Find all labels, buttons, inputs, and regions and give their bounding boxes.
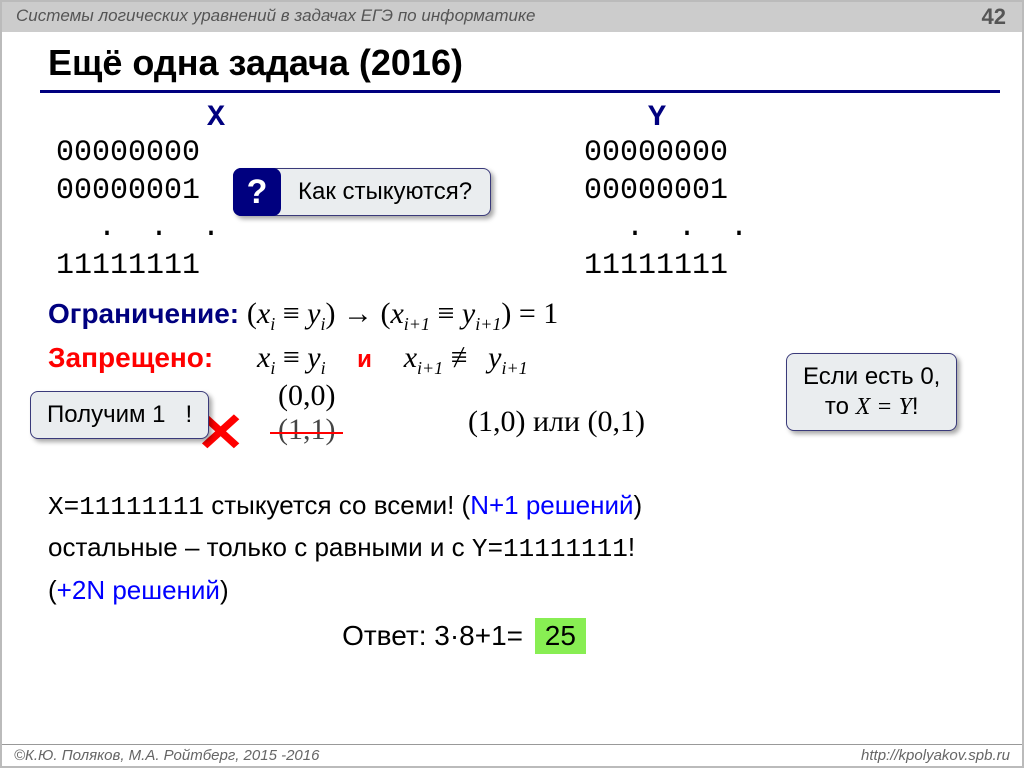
got-callout: Получим 10! [30, 391, 209, 439]
pair-11-struck: (1,1) [278, 413, 335, 447]
page-title: Ещё одна задача (2016) [48, 42, 1000, 84]
constraint-row: Ограничение: (xi ≡ yi) → (xi+1 ≡ yi+1) =… [48, 297, 1000, 335]
pair-row: (0,0) (1,1) (1,0) или (0,1) ✕ Получим 10… [48, 383, 1000, 473]
answer-label: Ответ: 3·8+1= [342, 620, 523, 651]
y-row: 11111111 [584, 248, 1000, 286]
pairs-mid: (1,0) или (0,1) [468, 405, 645, 439]
constraint-formula: (xi ≡ yi) → (xi+1 ≡ yi+1) = 1 [247, 297, 558, 330]
y-row: 00000000 [584, 135, 1000, 173]
pairs-left: (0,0) (1,1) [278, 379, 335, 447]
side-callout: Если есть 0, то X = Y! [786, 353, 957, 431]
header-bar: Системы логических уравнений в задачах Е… [0, 0, 1024, 32]
y-dots: . . . [626, 210, 1000, 248]
side-callout-l2: то X = Y! [803, 392, 940, 422]
col-y-head: Y [314, 101, 1000, 135]
title-rule [40, 90, 1000, 93]
question-mark-icon: ? [233, 168, 281, 216]
bottom-line-1: X=11111111 стыкуется со всеми! (N+1 реше… [48, 485, 1000, 527]
side-callout-l1: Если есть 0, [803, 362, 940, 392]
answer-row: Ответ: 3·8+1= 25 [0, 618, 1000, 654]
y-bits: 00000000 00000001 . . . 11111111 [584, 135, 1000, 285]
footer-left: ©К.Ю. Поляков, М.А. Ройтберг, 2015 -2016 [14, 747, 319, 766]
header-title: Системы логических уравнений в задачах Е… [16, 6, 536, 25]
constraint-label: Ограничение: [48, 298, 239, 329]
bottom-line-2: остальные – только с равными и с Y=11111… [48, 527, 1000, 569]
slide-content: Ещё одна задача (2016) X 00000000 000000… [0, 42, 1024, 654]
page-number: 42 [982, 4, 1006, 30]
forbidden-right: xi+1 ≢ yi+1 [404, 341, 528, 374]
column-y: Y 00000000 00000001 . . . 11111111 [524, 101, 1000, 285]
pair-00: (0,0) [278, 379, 335, 413]
y-row: 00000001 [584, 173, 1000, 211]
forbidden-label: Запрещено: [48, 342, 213, 373]
bottom-line-3: (+2N решений) [48, 570, 1000, 610]
x-row: 11111111 [56, 248, 524, 286]
answer-value: 25 [535, 618, 586, 654]
question-callout: ? Как стыкуются? [233, 168, 491, 216]
columns: X 00000000 00000001 . . . 11111111 Y 000… [48, 101, 1000, 285]
callout-text: Как стыкуются? [280, 172, 490, 212]
footer-right: http://kpolyakov.spb.ru [861, 747, 1010, 766]
x-all-ones: X=11111111 [48, 492, 204, 522]
and-label: и [357, 346, 372, 373]
footer: ©К.Ю. Поляков, М.А. Ройтберг, 2015 -2016… [0, 744, 1024, 768]
x-row: 00000000 [56, 135, 524, 173]
bottom-block: X=11111111 стыкуется со всеми! (N+1 реше… [48, 485, 1000, 610]
forbidden-left: xi ≡ yi [257, 341, 333, 374]
